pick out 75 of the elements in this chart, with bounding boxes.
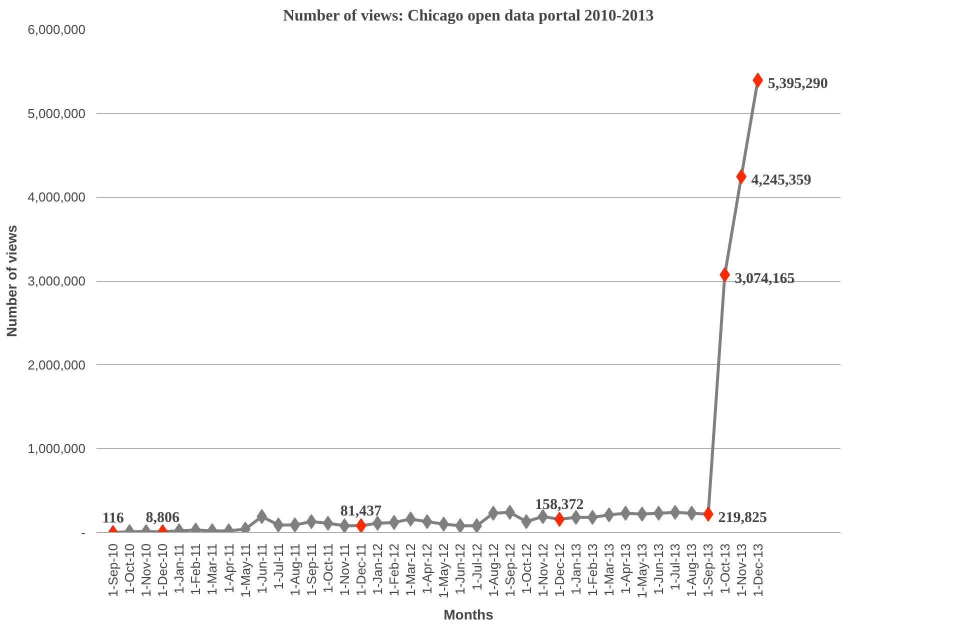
x-tick-label: 1-Jan-13 (568, 543, 584, 595)
x-tick-label: 1-Sep-11 (304, 544, 319, 596)
point (306, 514, 317, 530)
x-tick-label: 1-Apr-13 (618, 544, 634, 594)
x-tick-label: 1-Jul-12 (469, 544, 484, 590)
x-tick-label: 1-Sep-13 (700, 543, 716, 597)
data-label: 3,074,165 (734, 270, 795, 287)
point (521, 514, 532, 530)
point (455, 518, 466, 532)
point (339, 518, 350, 532)
y-tick-label: 1,000,000 (28, 441, 86, 456)
data-label: 81,437 (340, 504, 382, 520)
x-tick-label: 1-Mar-11 (204, 543, 220, 596)
x-tick-label: 1-Oct-12 (518, 543, 534, 594)
x-tick-label: 1-May-13 (634, 543, 650, 598)
x-tick-label: 1-Aug-12 (486, 543, 501, 597)
point (273, 517, 284, 532)
x-tick-label: 1-Jul-13 (668, 544, 683, 590)
point (604, 507, 614, 522)
x-tick-label: 1-Nov-10 (138, 543, 154, 597)
x-tick-label: 1-May-11 (238, 543, 253, 598)
x-tick-label: 1-Oct-10 (122, 543, 138, 594)
x-tick-label: 1-Jun-12 (452, 543, 468, 595)
x-tick-label: 1-Oct-13 (717, 543, 732, 594)
x-tick-label: 1-Feb-11 (188, 543, 204, 596)
y-tick-label: 5,000,000 (28, 106, 86, 121)
x-tick-label: 1-Nov-11 (337, 543, 352, 596)
data-label: 158,372 (535, 497, 584, 514)
point (587, 510, 598, 525)
data-label: 5,395,290 (768, 76, 828, 92)
x-tick-label: 1-Jun-13 (651, 543, 666, 595)
point (472, 518, 482, 532)
x-tick-label: 1-Sep-10 (106, 543, 121, 597)
point (636, 506, 648, 522)
x-tick-label: 1-Oct-11 (320, 544, 336, 594)
x-tick-label: 1-Dec-11 (354, 543, 369, 596)
y-axis-title: Number of views (4, 224, 20, 338)
data-label: 4,245,359 (751, 172, 812, 189)
x-tick-label: 1-Apr-11 (221, 543, 236, 594)
data-label: 8,806 (146, 510, 180, 526)
y-tick-label: 3,000,000 (28, 274, 86, 288)
x-tick-label: 1-Mar-13 (602, 543, 617, 596)
x-tick-label: 1-Nov-12 (535, 543, 550, 597)
point (620, 506, 631, 521)
point (356, 518, 366, 532)
x-tick-label: 1-Feb-13 (585, 544, 600, 596)
point (653, 506, 664, 521)
point (405, 512, 416, 527)
x-tick-label: 1-Dec-12 (552, 543, 567, 597)
chart-title: Number of views: Chicago open data portal 2010-2013 (282, 8, 654, 24)
x-tick-label: 1-Dec-10 (155, 543, 170, 597)
x-tick-label: 1-Dec-13 (750, 544, 766, 597)
x-tick-label: 1-Aug-13 (684, 543, 700, 597)
x-tick-label: 1-Jan-12 (370, 543, 386, 595)
x-tick-label: 1-Apr-12 (420, 544, 435, 594)
x-tick-label: 1-Sep-12 (502, 543, 518, 597)
point (290, 517, 300, 532)
point (388, 514, 400, 530)
x-tick-label: 1-May-12 (436, 543, 452, 598)
data-label: 219,825 (718, 510, 767, 526)
x-axis-title: Months (444, 606, 494, 622)
x-tick-label: 1-Jul-11 (270, 543, 286, 590)
y-tick-label: 6,000,000 (28, 22, 86, 37)
x-tick-label: 1-Aug-11 (287, 544, 302, 596)
y-tick-label: - (81, 525, 86, 540)
data-label: 116 (102, 510, 124, 526)
y-tick-label: 2,000,000 (28, 357, 86, 372)
x-tick-label: 1-Mar-12 (403, 543, 418, 596)
y-tick-label: 4,000,000 (28, 190, 86, 205)
x-tick-label: 1-Nov-13 (734, 544, 749, 597)
x-tick-label: 1-Feb-12 (386, 544, 402, 596)
x-tick-label: 1-Jan-11 (172, 544, 187, 594)
point (554, 512, 565, 527)
x-tick-label: 1-Jun-11 (254, 544, 270, 594)
point (322, 516, 334, 531)
